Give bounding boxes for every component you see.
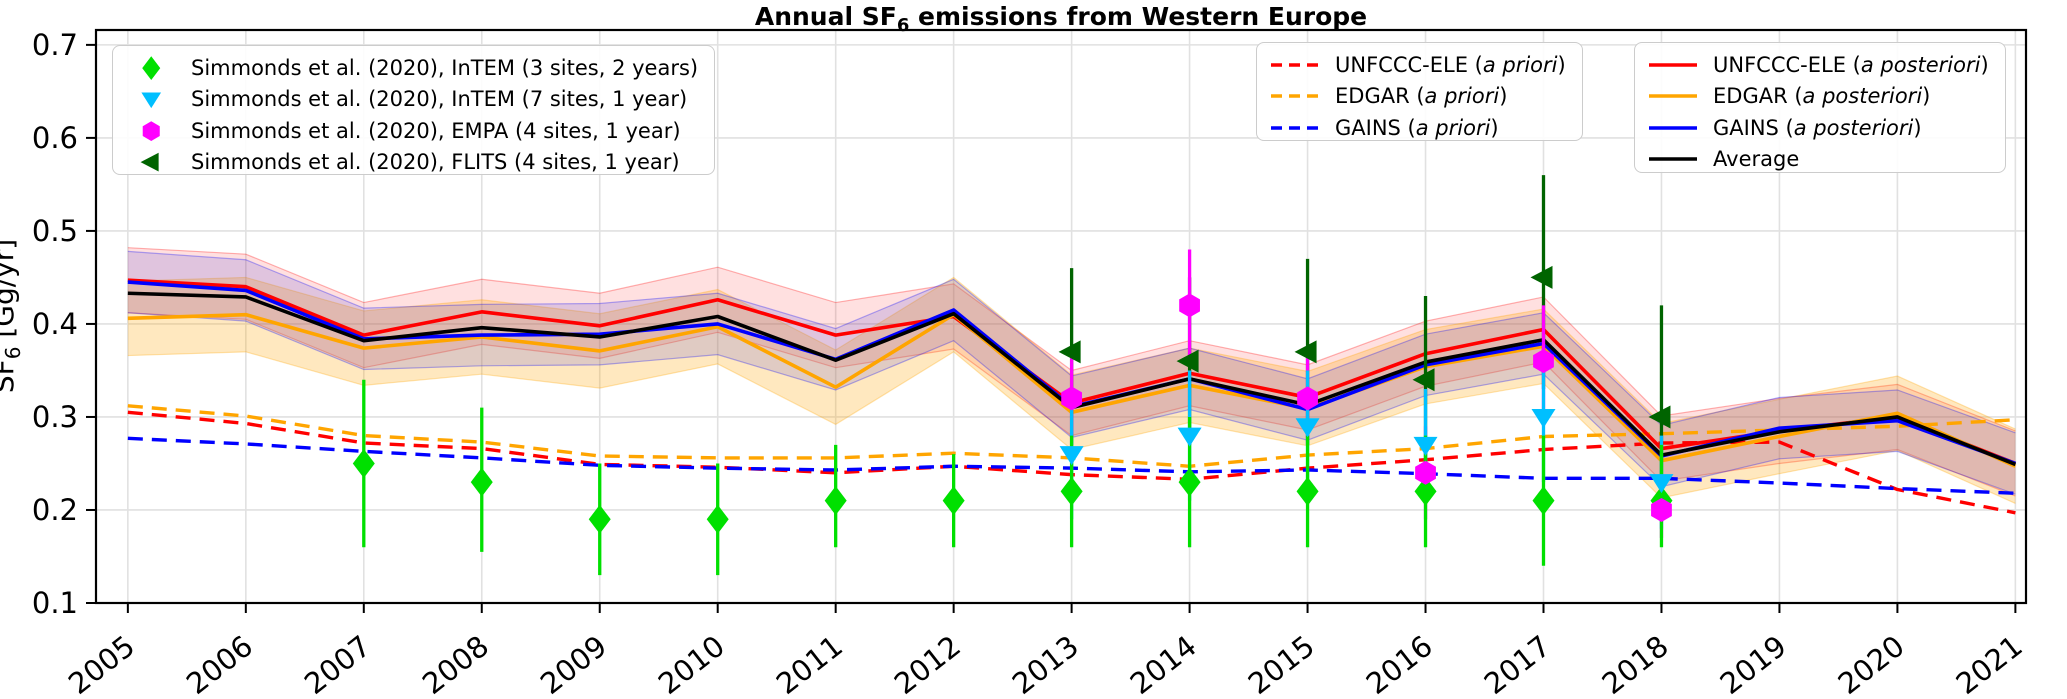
legend-item: Simmonds et al. (2020), InTEM (3 sites, … [125, 55, 698, 81]
legend-item-label: GAINS (a posteriori) [1713, 115, 1922, 140]
marker-diamond [824, 486, 847, 516]
x-tick-label: 2021 [1950, 629, 2029, 699]
chart-title-text: Annual SF [754, 2, 897, 31]
marker-hexagon [1061, 386, 1083, 411]
y-tick-label: 0.2 [32, 493, 78, 527]
legend-item-label: UNFCCC-ELE (a priori) [1335, 53, 1566, 77]
x-tick-label: 2018 [1596, 629, 1675, 699]
x-tick-label: 2012 [888, 629, 967, 699]
legend-item-label: GAINS (a priori) [1335, 115, 1499, 140]
marker-hexagon [1297, 386, 1318, 411]
legend-item: EDGAR (a posteriori) [1647, 83, 1989, 109]
marker-triangle-down [1531, 408, 1556, 428]
x-tick-label: 2014 [1124, 629, 1203, 699]
marker-diamond [588, 504, 611, 534]
marker-diamond [1060, 476, 1083, 506]
marker-diamond [352, 448, 375, 478]
band-gains [127, 251, 2016, 495]
x-tick-label: 2006 [180, 629, 259, 699]
legend-item: UNFCCC-ELE (a priori) [1269, 52, 1566, 78]
marker-hexagon [1533, 349, 1554, 374]
axes [86, 28, 2028, 613]
legend-a-posteriori: UNFCCC-ELE (a posteriori) EDGAR (a poster… [1634, 42, 2006, 173]
y-tick-label: 0.4 [32, 307, 78, 341]
legend-item: GAINS (a priori) [1269, 115, 1566, 141]
diamond-icon [142, 56, 161, 81]
marker-triangle-down [1059, 446, 1084, 466]
legend-item-label: Simmonds et al. (2020), InTEM (7 sites, … [191, 87, 688, 112]
marker-hexagon [1651, 497, 1672, 522]
y-tick-label: 0.5 [32, 214, 78, 248]
legend-item-label: EDGAR (a priori) [1335, 84, 1508, 109]
marker-hexagon [1179, 293, 1200, 318]
x-tick-label: 2015 [1242, 629, 1321, 699]
marker-diamond [470, 467, 493, 497]
marker-triangle-left [1176, 349, 1199, 373]
marker-triangle-left [1412, 368, 1435, 392]
marker-triangle-left [1648, 405, 1671, 429]
marker-diamond [1414, 476, 1437, 506]
y-tick-label: 0.6 [32, 121, 78, 155]
legend-item-label: EDGAR (a posteriori) [1713, 84, 1931, 109]
marker-diamond [1532, 486, 1555, 516]
x-tick-label: 2011 [770, 629, 849, 699]
legend-item: Average [1647, 146, 1989, 172]
legend-item: UNFCCC-ELE (a posteriori) [1647, 52, 1989, 78]
x-tick-label: 2019 [1714, 629, 1793, 699]
legend-item-label: Simmonds et al. (2020), EMPA (4 sites, 1… [191, 118, 681, 143]
marker-diamond [1178, 467, 1201, 497]
legend-item: Simmonds et al. (2020), InTEM (7 sites, … [125, 86, 698, 112]
marker-triangle-down [1649, 474, 1674, 494]
marker-triangle-down [1295, 418, 1320, 438]
marker-diamond [706, 504, 729, 534]
x-tick-label: 2017 [1478, 629, 1557, 699]
marker-hexagon [1415, 460, 1436, 485]
marker-triangle-left [1530, 265, 1553, 289]
x-tick-label: 2007 [298, 629, 377, 699]
scatter-markers [352, 265, 1674, 534]
x-tick-label: 2005 [62, 629, 141, 699]
x-tick-label: 2020 [1832, 629, 1911, 699]
chart-title: Annual SF6 emissions from Western Europe [96, 2, 2026, 36]
legend-item-label: Simmonds et al. (2020), FLITS (4 sites, … [191, 149, 680, 174]
x-tick-label: 2009 [534, 629, 613, 699]
legend-item: Simmonds et al. (2020), EMPA (4 sites, 1… [125, 118, 698, 144]
marker-diamond [942, 486, 965, 516]
marker-triangle-down [1177, 427, 1202, 447]
y-tick-label: 0.3 [32, 400, 78, 434]
marker-triangle-left [1058, 340, 1081, 364]
x-tick-label: 2013 [1006, 629, 1085, 699]
legend-item-label: UNFCCC-ELE (a posteriori) [1713, 53, 1989, 77]
triangle-down-icon [141, 92, 162, 109]
marker-triangle-left [1294, 340, 1317, 364]
legend-item-label: Average [1713, 146, 1800, 171]
legend-item: EDGAR (a priori) [1269, 83, 1566, 109]
y-tick-label: 0.7 [32, 28, 78, 62]
legend-a-priori: UNFCCC-ELE (a priori) EDGAR (a priori) GAI… [1256, 42, 1583, 141]
chart-title-suffix: emissions from Western Europe [909, 2, 1368, 31]
y-tick-label: 0.1 [32, 586, 78, 620]
x-tick-label: 2008 [416, 629, 495, 699]
triangle-left-icon [140, 152, 159, 172]
x-tick-label: 2016 [1360, 629, 1439, 699]
x-tick-label: 2010 [652, 629, 731, 699]
legend-item: Simmonds et al. (2020), FLITS (4 sites, … [125, 149, 698, 175]
marker-diamond [1296, 476, 1319, 506]
hexagon-icon [142, 120, 160, 141]
marker-triangle-down [1413, 436, 1438, 456]
legend-item: GAINS (a posteriori) [1647, 115, 1989, 141]
legend-observations: Simmonds et al. (2020), InTEM (3 sites, … [112, 45, 716, 175]
legend-item-label: Simmonds et al. (2020), InTEM (3 sites, … [191, 56, 699, 80]
